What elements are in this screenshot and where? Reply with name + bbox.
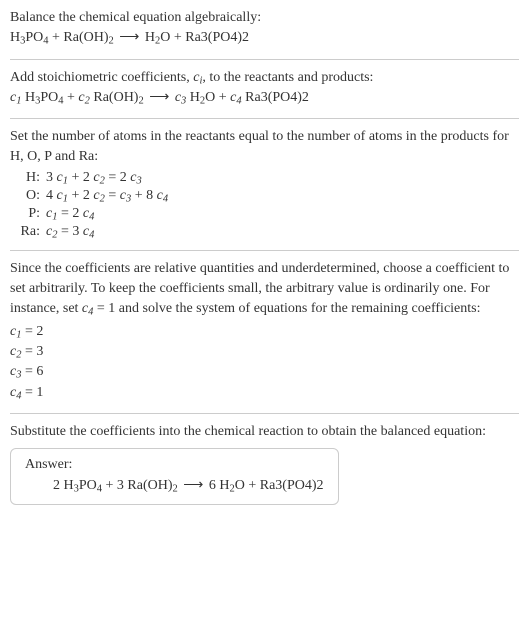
stoich-title: Add stoichiometric coefficients, ci, to … [10, 68, 519, 88]
solve-text: Since the coefficients are relative quan… [10, 259, 519, 320]
coefficient-value: c2 = 3 [10, 342, 519, 362]
atom-label: H: [12, 170, 40, 186]
atom-equation: c2 = 3 c4 [46, 224, 519, 240]
intro-title: Balance the chemical equation algebraica… [10, 8, 519, 28]
answer-equation: 2 H3PO4 + 3 Ra(OH)2 ⟶ 6 H2O + Ra3(PO4)2 [53, 477, 324, 494]
answer-title: Substitute the coefficients into the che… [10, 422, 519, 442]
coefficient-value: c3 = 6 [10, 362, 519, 382]
atom-label: P: [12, 206, 40, 222]
section-answer: Substitute the coefficients into the che… [10, 413, 519, 505]
section-intro: Balance the chemical equation algebraica… [10, 8, 519, 49]
atom-label: Ra: [12, 224, 40, 240]
answer-label: Answer: [25, 457, 324, 473]
atoms-title: Set the number of atoms in the reactants… [10, 127, 519, 168]
atom-equation: c1 = 2 c4 [46, 206, 519, 222]
coefficient-list: c1 = 2 c2 = 3 c3 = 6 c4 = 1 [10, 322, 519, 403]
atoms-grid: H: 3 c1 + 2 c2 = 2 c3 O: 4 c1 + 2 c2 = c… [12, 170, 519, 240]
section-stoich: Add stoichiometric coefficients, ci, to … [10, 59, 519, 109]
answer-box: Answer: 2 H3PO4 + 3 Ra(OH)2 ⟶ 6 H2O + Ra… [10, 448, 339, 505]
section-atoms: Set the number of atoms in the reactants… [10, 118, 519, 240]
coefficient-value: c4 = 1 [10, 383, 519, 403]
page: Balance the chemical equation algebraica… [0, 0, 529, 517]
stoich-equation: c1 H3PO4 + c2 Ra(OH)2 ⟶ c3 H2O + c4 Ra3(… [10, 88, 519, 108]
section-solve: Since the coefficients are relative quan… [10, 250, 519, 403]
atom-equation: 4 c1 + 2 c2 = c3 + 8 c4 [46, 188, 519, 204]
coefficient-value: c1 = 2 [10, 322, 519, 342]
atom-label: O: [12, 188, 40, 204]
intro-equation: H3PO4 + Ra(OH)2 ⟶ H2O + Ra3(PO4)2 [10, 28, 519, 48]
atom-equation: 3 c1 + 2 c2 = 2 c3 [46, 170, 519, 186]
